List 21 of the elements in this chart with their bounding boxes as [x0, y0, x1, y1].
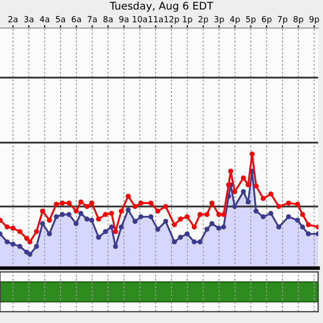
- x-tick-label: 6a: [72, 16, 81, 22]
- chart-title: Tuesday, Aug 6 EDT: [110, 2, 214, 12]
- x-tick-label: 9p: [309, 16, 320, 24]
- x-tick-label: 4p: [230, 16, 240, 24]
- x-tick-label: 8a: [103, 16, 113, 22]
- x-tick-label: 12p: [164, 16, 179, 24]
- x-tick-label: 2p: [198, 16, 208, 24]
- x-tick-label: 4a: [40, 16, 50, 22]
- x-tick-label: 3p: [214, 16, 224, 24]
- x-tick-label: 7a: [88, 16, 97, 22]
- x-tick-label: 10a: [132, 16, 147, 22]
- x-tick-label: 7p: [278, 16, 288, 24]
- x-tick-label: 9a: [119, 16, 128, 22]
- x-tick-label: 2a: [8, 16, 18, 22]
- x-tick-label: 5p: [246, 16, 256, 24]
- x-tick-label: 11a: [148, 16, 163, 22]
- x-tick-label: 8p: [294, 16, 304, 24]
- x-tick-label: 1p: [182, 16, 192, 24]
- x-tick-label: 5a: [56, 16, 65, 22]
- x-tick-label: 6p: [262, 16, 272, 24]
- x-tick-label: 3a: [24, 16, 34, 22]
